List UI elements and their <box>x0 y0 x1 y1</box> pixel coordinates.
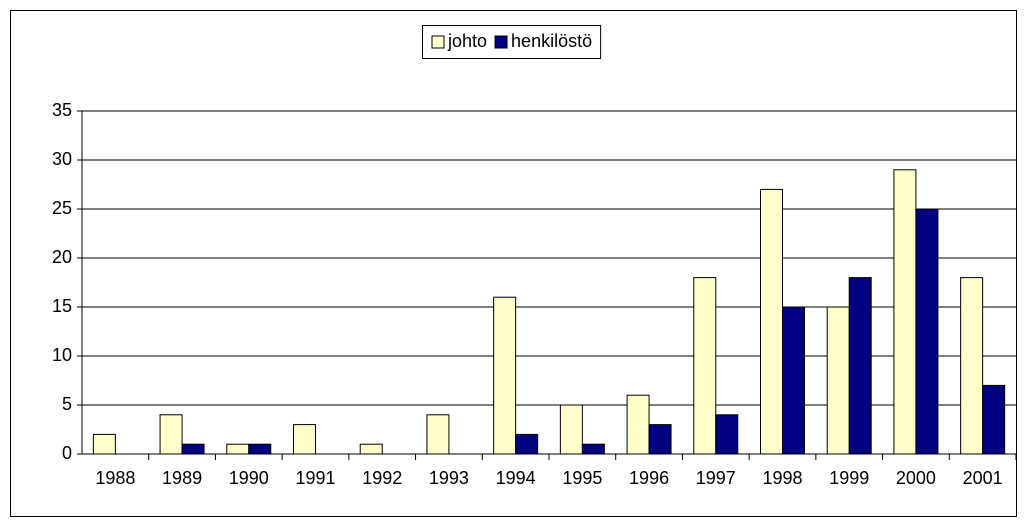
bar <box>848 277 872 455</box>
bar <box>181 443 205 455</box>
x-tick-label: 1994 <box>496 468 536 488</box>
y-tick-label: 10 <box>52 345 72 365</box>
bar <box>715 414 739 455</box>
y-tick-label: 5 <box>62 394 72 414</box>
y-tick-label: 25 <box>52 198 72 218</box>
bar <box>248 443 272 455</box>
bar <box>226 443 250 455</box>
legend-box <box>422 25 602 59</box>
bar <box>426 414 450 455</box>
bar <box>760 188 783 455</box>
x-tick-label: 1992 <box>362 468 402 488</box>
y-tick-label: 15 <box>52 296 72 316</box>
bar <box>782 306 805 455</box>
bar <box>581 443 605 455</box>
x-tick-label: 1996 <box>629 468 669 488</box>
x-tick-label: 1989 <box>162 468 202 488</box>
legend-label: henkilöstö <box>511 31 592 51</box>
bar <box>693 277 717 455</box>
bar <box>293 424 316 455</box>
legend-swatch <box>494 35 508 49</box>
x-tick-label: 1990 <box>229 468 269 488</box>
y-tick-label: 30 <box>52 149 72 169</box>
x-tick-label: 2001 <box>963 468 1003 488</box>
legend-label: johto <box>447 31 487 51</box>
y-tick-label: 0 <box>62 443 72 463</box>
legend-swatch <box>431 35 445 49</box>
bar <box>626 394 650 455</box>
x-tick-label: 1991 <box>295 468 335 488</box>
bar <box>982 384 1006 455</box>
bar <box>893 169 917 455</box>
bar <box>493 296 517 455</box>
x-tick-label: 1998 <box>762 468 802 488</box>
y-tick-label: 20 <box>52 247 72 267</box>
bar <box>915 208 939 455</box>
bar <box>515 433 539 455</box>
bar <box>159 414 183 455</box>
bar <box>826 306 850 455</box>
x-tick-label: 1993 <box>429 468 469 488</box>
x-tick-label: 1999 <box>829 468 869 488</box>
x-tick-label: 2000 <box>896 468 936 488</box>
bar <box>648 424 672 455</box>
bar <box>92 433 116 455</box>
x-tick-label: 1988 <box>95 468 135 488</box>
bar <box>359 443 383 455</box>
x-tick-label: 1997 <box>696 468 736 488</box>
bar <box>960 277 984 455</box>
x-tick-label: 1995 <box>562 468 602 488</box>
bar <box>559 404 583 455</box>
y-tick-label: 35 <box>52 100 72 120</box>
